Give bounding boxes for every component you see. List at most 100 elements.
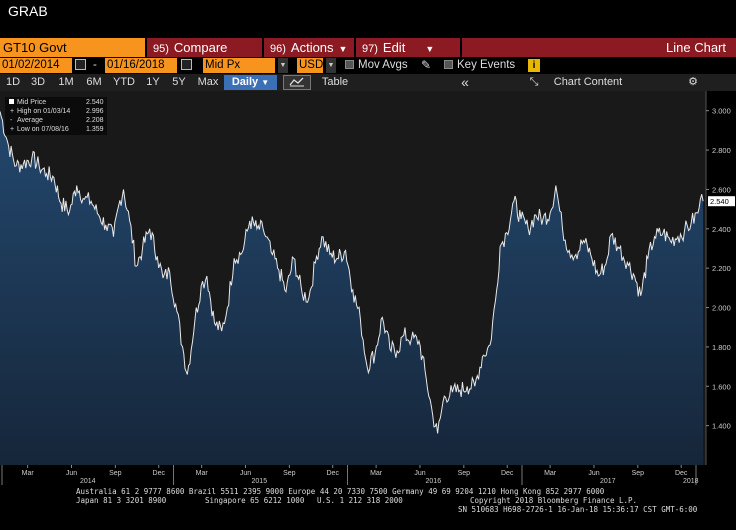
x-month-label: Mar	[22, 470, 35, 477]
x-month-label: Dec	[153, 470, 166, 477]
collapse-icon[interactable]: «	[461, 74, 469, 90]
period-select[interactable]: Daily ▼	[224, 75, 277, 90]
actions-number: 96)	[270, 43, 286, 55]
range-3d-button[interactable]: 3D	[30, 76, 46, 88]
price-area-fill	[0, 111, 704, 465]
legend-value: 2.996	[86, 108, 104, 115]
y-tick-label: 1.800	[712, 343, 731, 352]
legend-value: 2.540	[86, 99, 104, 106]
expand-icon[interactable]: ⤡	[529, 76, 539, 88]
price-field-select[interactable]: Mid Px	[203, 58, 275, 73]
x-month-label: Sep	[458, 470, 471, 477]
legend-label: Mid Price	[17, 99, 46, 106]
x-year-label: 2015	[252, 478, 268, 485]
last-value-tag: 2.540	[708, 196, 735, 207]
footer-contacts-japan: Japan 81 3 3201 8900	[76, 496, 167, 505]
legend-value: 2.208	[86, 117, 104, 124]
key-events-checkbox[interactable]	[444, 60, 453, 69]
chevron-down-icon[interactable]: ▼	[278, 58, 288, 73]
x-year-label: 2014	[80, 478, 96, 485]
compare-number: 95)	[153, 43, 169, 55]
chart-type-label: Line Chart	[666, 40, 726, 55]
x-month-label: Dec	[675, 470, 688, 477]
compare-label: Compare	[173, 40, 228, 55]
x-month-label: Mar	[544, 470, 557, 477]
y-axis: 3.000 2.800 2.600 2.400 2.200 2.000 1.800 1.600…	[706, 107, 731, 431]
legend-label: Average	[17, 117, 43, 124]
line-chart-glyph	[289, 77, 304, 87]
footer-contacts-line1: Australia 61 2 9777 8600 Brazil 5511 239…	[76, 487, 605, 496]
x-month-label: Jun	[414, 470, 425, 477]
calendar-icon[interactable]	[181, 59, 192, 70]
x-month-label: Mar	[370, 470, 383, 477]
chevron-down-icon[interactable]: ▼	[326, 58, 336, 73]
date-separator: -	[93, 59, 97, 71]
mov-avgs-checkbox[interactable]	[345, 60, 354, 69]
caret-down-icon: ▼	[425, 44, 435, 54]
range-ytd-button[interactable]: YTD	[113, 76, 135, 88]
actions-button[interactable]: 96) Actions ▼	[264, 38, 354, 57]
range-1d-button[interactable]: 1D	[5, 76, 21, 88]
caret-down-icon: ▼	[261, 78, 270, 87]
y-tick-label: 2.200	[712, 264, 731, 273]
x-axis: Mar Jun Sep Dec Mar Jun Sep Dec Mar Jun Sep Dec Mar J…	[1, 465, 699, 485]
line-chart-icon[interactable]	[283, 75, 311, 90]
range-1m-button[interactable]: 1M	[58, 76, 74, 88]
range-bar: 1D 3D 1M 6M YTD 1Y 5Y Max Daily ▼ Table …	[0, 74, 736, 91]
parameter-bar: 01/02/2014 - 01/16/2018 Mid Px ▼ USD ▼ M…	[0, 57, 736, 74]
x-month-label: Sep	[283, 470, 296, 477]
window-title: GRAB	[8, 3, 48, 19]
table-button[interactable]: Table	[321, 76, 349, 88]
range-max-button[interactable]: Max	[197, 76, 219, 88]
x-month-label: Jun	[66, 470, 77, 477]
pencil-icon[interactable]: ✎	[421, 58, 432, 72]
compare-button[interactable]: 95) Compare	[147, 38, 262, 57]
x-month-label: Jun	[240, 470, 251, 477]
footer-copyright: Copyright 2018 Bloomberg Finance L.P.	[470, 496, 638, 505]
command-bar: GT10 Govt 95) Compare 96) Actions ▼ 97) Edit…	[0, 38, 736, 57]
start-date-field[interactable]: 01/02/2014	[0, 58, 72, 73]
caret-down-icon: ▼	[338, 44, 348, 54]
mid-price-swatch	[9, 99, 14, 104]
chart-legend: Mid Price 2.540 + High on 01/03/14 2.996…	[5, 97, 107, 135]
security-ticker-field[interactable]: GT10 Govt	[0, 38, 145, 57]
calendar-icon[interactable]	[75, 59, 86, 70]
edit-button[interactable]: 97) Edit ▼	[356, 38, 460, 57]
x-month-label: Jun	[588, 470, 599, 477]
chart-content-button[interactable]: Chart Content	[553, 76, 623, 88]
x-month-label: Dec	[327, 470, 340, 477]
low-marker-icon: +	[10, 126, 14, 133]
footer-contacts-singapore: Singapore 65 6212 1000	[205, 496, 305, 505]
end-date-field[interactable]: 01/16/2018	[105, 58, 177, 73]
range-1y-button[interactable]: 1Y	[146, 76, 160, 88]
x-month-label: Sep	[632, 470, 645, 477]
period-label: Daily	[231, 76, 259, 88]
last-value-text: 2.540	[710, 197, 729, 206]
x-year-label: 2018	[683, 478, 699, 485]
legend-background	[5, 97, 107, 135]
x-year-label: 2017	[600, 478, 616, 485]
edit-number: 97)	[362, 43, 378, 55]
mov-avgs-label: Mov Avgs	[358, 59, 408, 71]
legend-label: High on 01/03/14	[17, 108, 70, 115]
y-tick-label: 2.600	[712, 185, 731, 194]
edit-label: Edit	[382, 40, 406, 55]
footer-contacts-us: U.S. 1 212 318 2000	[317, 496, 403, 505]
chart-type-selector[interactable]: Line Chart	[462, 38, 736, 57]
y-tick-label: 1.400	[712, 422, 731, 431]
price-chart[interactable]: 3.000 2.800 2.600 2.400 2.200 2.000 1.800 1.600…	[0, 91, 736, 485]
y-tick-label: 2.800	[712, 146, 731, 155]
y-tick-label: 2.400	[712, 225, 731, 234]
price-line	[0, 111, 704, 434]
currency-select[interactable]: USD	[297, 58, 324, 73]
actions-label: Actions	[290, 40, 334, 55]
x-month-label: Dec	[501, 470, 514, 477]
legend-value: 1.359	[86, 126, 104, 133]
gear-icon[interactable]: ⚙	[688, 76, 698, 88]
info-icon[interactable]: i	[528, 59, 540, 72]
average-marker-icon: -	[10, 117, 13, 124]
range-5y-button[interactable]: 5Y	[172, 76, 186, 88]
y-tick-label: 2.000	[712, 304, 731, 313]
y-tick-label: 1.600	[712, 382, 731, 391]
range-6m-button[interactable]: 6M	[86, 76, 102, 88]
